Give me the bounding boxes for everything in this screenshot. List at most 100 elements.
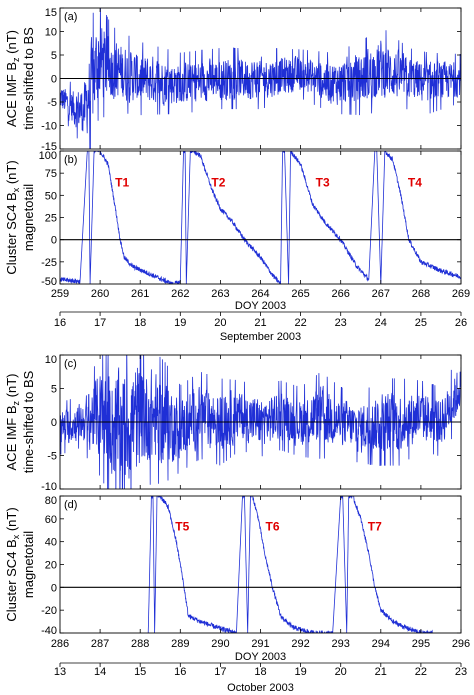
doy-label-265: 265	[291, 288, 309, 300]
day-label-20: 20	[214, 317, 226, 329]
day-label-22: 22	[415, 666, 427, 678]
doy-label-293: 293	[332, 638, 350, 650]
day-label-16: 16	[174, 666, 186, 678]
panel-d: 80 60 40 20 0 -20 -40 (d) Cluster SC4 Bx (nT)mag…	[4, 495, 462, 637]
panel-c: 10 5 0 -5 -10 (c) ACE IMF Bz (nT) time-shifted …	[4, 354, 462, 493]
ylabel2-a: time-shifted to BS	[21, 27, 36, 130]
doy-label-267: 267	[372, 288, 390, 300]
ytick-label-b-4: 0	[51, 235, 57, 247]
ytick-label-b-6: -50	[41, 276, 57, 288]
doy-label-295: 295	[412, 638, 430, 650]
doy-label-291: 291	[251, 638, 269, 650]
panel-label-a: (a)	[64, 11, 77, 23]
day-label-18: 18	[254, 666, 266, 678]
ytick-label-d-4: 0	[51, 582, 57, 594]
day-label-24: 24	[375, 317, 387, 329]
annotation-t3: T3	[316, 175, 330, 189]
doy-label-261: 261	[131, 288, 149, 300]
ylabel-a: ACE IMF Bz (nT)	[4, 30, 21, 127]
xaxis-0: 259 260 261 262 263 264 265 266 267 268 269 DOY 200…	[51, 288, 470, 343]
ytick-label-c-4: -10	[41, 481, 57, 493]
day-label-19: 19	[294, 666, 306, 678]
ytick-label-b-0: 100	[39, 150, 57, 162]
panel-label-b: (b)	[64, 154, 77, 166]
day-label-21: 21	[375, 666, 387, 678]
doy-label-269: 269	[452, 288, 470, 300]
series-line-c	[60, 355, 461, 489]
day-label-14: 14	[94, 666, 106, 678]
ytick-label-a-5: -10	[41, 121, 57, 133]
ytick-label-a-1: 10	[45, 27, 57, 39]
annotation-t6: T6	[266, 519, 280, 533]
xaxis-1: 286 287 288 289 290 291 292 293 294 295 296 DOY 200…	[51, 638, 470, 694]
day-label-15: 15	[134, 666, 146, 678]
plot-frame-b	[59, 150, 462, 285]
date-label-0: September 2003	[220, 331, 301, 343]
ytick-label-d-1: 60	[45, 514, 57, 526]
ytick-label-a-3: 0	[51, 74, 57, 86]
day-label-20: 20	[335, 666, 347, 678]
ylabel2-b: magnetotail	[21, 184, 36, 251]
day-label-21: 21	[254, 317, 266, 329]
doy-label-268: 268	[412, 288, 430, 300]
panel-a: 15 10 5 0 -5 -10 -15 (a) ACE IMF Bz (nT) time-shi…	[4, 7, 462, 153]
ytick-label-c-0: 10	[45, 354, 57, 366]
doy-label-292: 292	[291, 638, 309, 650]
doy-label-262: 262	[171, 288, 189, 300]
ytick-label-b-3: 25	[45, 213, 57, 225]
annotation-t7: T7	[368, 519, 382, 533]
ytick-label-c-3: -5	[47, 451, 57, 463]
ylabel-c: ACE IMF Bz (nT)	[4, 374, 21, 471]
doy-label-260: 260	[91, 288, 109, 300]
series-line-d	[147, 496, 433, 633]
doy-label-266: 266	[332, 288, 350, 300]
doy-label-286: 286	[51, 638, 69, 650]
panel-label-c: (c)	[64, 358, 77, 370]
day-label-17: 17	[94, 317, 106, 329]
ytick-label-a-6: -15	[41, 141, 57, 153]
ytick-label-c-1: 5	[51, 384, 57, 396]
ylabel-b: Cluster SC4 Bx (nT)	[4, 160, 21, 274]
day-label-23: 23	[335, 317, 347, 329]
annotation-t4: T4	[408, 175, 422, 189]
xlabel-doy-1: DOY 2003	[235, 651, 286, 663]
ytick-label-a-0: 15	[45, 7, 57, 19]
xlabel-doy-0: DOY 2003	[235, 300, 286, 312]
doy-label-290: 290	[211, 638, 229, 650]
date-label-1: October 2003	[227, 682, 294, 694]
annotation-t5: T5	[175, 519, 189, 533]
doy-label-289: 289	[171, 638, 189, 650]
day-label-17: 17	[214, 666, 226, 678]
day-label-16: 16	[54, 317, 66, 329]
ylabel2-d: magnetotail	[21, 531, 36, 598]
day-label-26: 26	[455, 317, 467, 329]
day-label-18: 18	[134, 317, 146, 329]
day-label-13: 13	[54, 666, 66, 678]
ytick-label-a-2: 5	[51, 50, 57, 62]
ylabel2-c: time-shifted to BS	[21, 370, 36, 473]
doy-label-264: 264	[251, 288, 269, 300]
ytick-label-b-1: 75	[45, 168, 57, 180]
doy-label-288: 288	[131, 638, 149, 650]
plot-frame-d	[59, 495, 462, 634]
ytick-label-b-5: -25	[41, 257, 57, 269]
doy-label-287: 287	[91, 638, 109, 650]
ytick-label-d-0: 80	[45, 495, 57, 507]
ytick-label-c-2: 0	[51, 417, 57, 429]
series-line-a	[60, 8, 461, 149]
day-label-25: 25	[415, 317, 427, 329]
ytick-label-b-2: 50	[45, 190, 57, 202]
day-label-22: 22	[294, 317, 306, 329]
doy-label-263: 263	[211, 288, 229, 300]
series-line-b	[60, 151, 461, 284]
ytick-label-d-2: 40	[45, 537, 57, 549]
ytick-label-d-3: 20	[45, 560, 57, 572]
ytick-label-d-6: -40	[41, 625, 57, 637]
panel-label-d: (d)	[64, 499, 77, 511]
doy-label-259: 259	[51, 288, 69, 300]
doy-label-296: 296	[452, 638, 470, 650]
annotation-t1: T1	[115, 175, 129, 189]
annotation-t2: T2	[211, 175, 225, 189]
panel-b: 100 75 50 25 0 -25 -50 (b) Cluster SC4 Bx (nT)ma…	[4, 150, 462, 288]
